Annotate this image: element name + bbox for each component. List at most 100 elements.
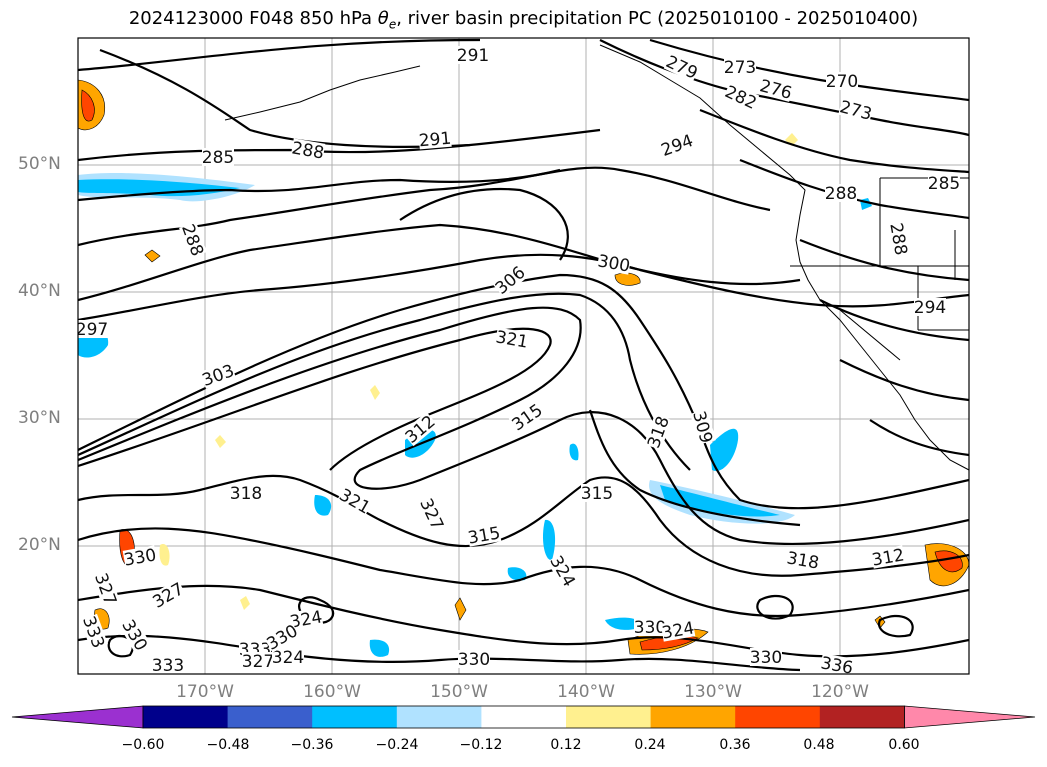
contour-label-bg	[508, 400, 546, 434]
contour-label-bg	[634, 618, 666, 636]
colorbar-tick-label: −0.60	[121, 737, 165, 753]
contour-label: 321	[494, 327, 529, 352]
precip-anomaly-area	[369, 639, 390, 657]
graticule	[78, 38, 969, 674]
colorbar-extend-high	[904, 705, 1036, 729]
contour-label: 291	[418, 129, 452, 152]
contour-label-bg	[914, 298, 946, 316]
colorbar-bin	[312, 706, 398, 728]
contour-label: 315	[581, 484, 613, 504]
contour-label-bg	[887, 221, 911, 257]
contour-label-bg	[242, 652, 274, 670]
colorbar-bin	[481, 706, 567, 728]
contour-label: 330	[750, 648, 782, 668]
contour-label-bg	[179, 221, 207, 259]
contour-label: 309	[688, 409, 716, 446]
contour-label-bg	[272, 648, 304, 666]
colorbar-outline	[142, 705, 905, 729]
contour-label-bg	[758, 76, 794, 102]
colorbar-tick-label: 0.24	[634, 737, 666, 753]
map-title: 2024123000 F048 850 hPa θe, river basin …	[128, 8, 919, 32]
lon-label-160w: 160°W	[303, 682, 361, 702]
contour-label-bg	[826, 72, 858, 90]
colorbar-extend-low	[11, 705, 144, 729]
lon-label-170w: 170°W	[176, 682, 234, 702]
contour-label-bg	[722, 82, 760, 112]
lat-label-20n: 20°N	[18, 535, 61, 555]
lat-label-30n: 30°N	[18, 408, 61, 428]
precip-anomaly-area	[78, 179, 240, 197]
colorbar-tick-label: 0.60	[888, 737, 920, 753]
contour-label-bg	[149, 579, 187, 611]
precip-anomaly-area	[660, 485, 780, 517]
colorbar-tick-label: −0.24	[375, 737, 419, 753]
contour-label: 318	[230, 484, 262, 504]
precip-anomaly-area	[144, 249, 161, 263]
contour-label-bg	[417, 495, 447, 533]
precip-anomaly-area	[314, 495, 332, 516]
contour-label-bg	[870, 545, 906, 569]
contour-label-bg	[458, 650, 490, 668]
contour-label: 330	[634, 618, 666, 638]
contour-label: 327	[415, 495, 447, 533]
precip-anomaly-area	[934, 550, 963, 573]
contour-label-bg	[928, 174, 960, 192]
contour-label-bg	[785, 548, 821, 572]
colorbar-tick-label: −0.36	[290, 737, 334, 753]
contour-label-bg	[494, 327, 530, 351]
contour-label-bg	[724, 58, 756, 76]
precip-anomaly-area	[454, 597, 467, 621]
contour-label-bg	[122, 545, 158, 569]
precip-anomaly-area	[605, 617, 641, 630]
contour-label: 318	[785, 548, 820, 573]
contour-label: 285	[202, 148, 234, 168]
colorbar-bin	[566, 706, 652, 728]
contour-label-bg	[491, 262, 529, 298]
contour-label: 297	[76, 320, 108, 340]
colorbar-bin	[143, 706, 229, 728]
contour-label: 291	[457, 46, 489, 66]
colorbar-tick-label: 0.36	[719, 737, 751, 753]
colorbar-bin	[819, 706, 905, 728]
contour-label: 285	[928, 174, 960, 194]
colorbar-tick-label: 0.48	[803, 737, 835, 753]
contour-label: 336	[819, 653, 854, 678]
contour-label: 312	[870, 545, 905, 570]
contour-label-bg	[119, 616, 151, 654]
colorbar-bin	[735, 706, 821, 728]
lon-label-120w: 120°W	[811, 682, 869, 702]
precip-anomaly-area	[159, 544, 170, 566]
contour-label-bg	[152, 656, 184, 674]
contour-label-bg	[819, 653, 855, 674]
contour-label-bg	[418, 128, 452, 150]
contour-label: 324	[272, 648, 304, 668]
contour-label: 282	[722, 82, 760, 114]
colorbar-bin	[650, 706, 736, 728]
colorbar-tick-label: 0.12	[550, 737, 582, 753]
contour-label: 273	[724, 58, 756, 78]
contour-label-bg	[336, 485, 374, 517]
contour-label-bg	[596, 251, 632, 275]
contour-label: 330	[458, 650, 490, 670]
colorbar	[11, 705, 1036, 729]
precip-anomaly-area	[215, 435, 226, 448]
lat-label-50n: 50°N	[18, 154, 61, 174]
contour-label: 273	[837, 97, 874, 125]
theta-e-contours	[78, 38, 969, 672]
contour-label-bg	[401, 411, 439, 447]
contour-label: 327	[242, 652, 274, 672]
contour-label-bg	[750, 648, 782, 666]
contour-label-bg	[581, 484, 613, 502]
contour-label-bg	[199, 361, 237, 389]
contour-label: 327	[90, 571, 120, 608]
precip-anomaly-area	[370, 385, 380, 400]
contour-label: 330	[122, 545, 157, 570]
lon-label-130w: 130°W	[684, 682, 742, 702]
contour-label-bg	[658, 131, 696, 159]
contour-label-bg	[644, 413, 672, 451]
precip-anomaly-area	[542, 519, 556, 561]
contour-label: 276	[757, 76, 794, 104]
precip-anomaly-area	[81, 89, 95, 122]
contour-label: 288	[177, 222, 207, 259]
